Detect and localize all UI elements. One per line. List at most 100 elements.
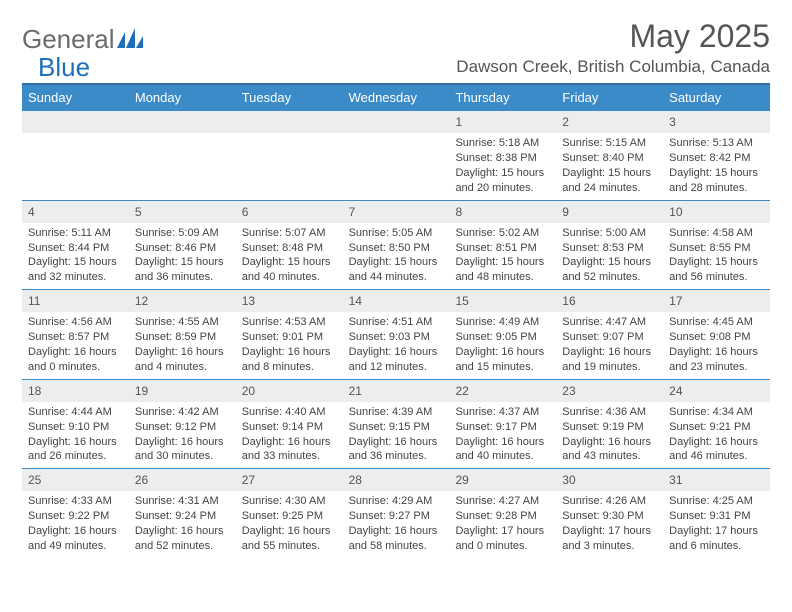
day-content: Sunrise: 4:33 AMSunset: 9:22 PMDaylight:…	[22, 491, 129, 557]
day-content: Sunrise: 4:58 AMSunset: 8:55 PMDaylight:…	[663, 223, 770, 289]
day-number: 11	[22, 290, 129, 312]
day-day1: Daylight: 15 hours	[242, 255, 337, 270]
day-cell: 11Sunrise: 4:56 AMSunset: 8:57 PMDayligh…	[22, 290, 129, 379]
day-content: Sunrise: 4:34 AMSunset: 9:21 PMDaylight:…	[663, 402, 770, 468]
weekday-header: Sunday	[22, 85, 129, 110]
day-day1: Daylight: 16 hours	[669, 345, 764, 360]
day-sunset: Sunset: 9:01 PM	[242, 330, 337, 345]
day-sunset: Sunset: 9:27 PM	[349, 509, 444, 524]
day-number: 8	[449, 201, 556, 223]
day-number: 3	[663, 111, 770, 133]
weekday-header: Saturday	[663, 85, 770, 110]
day-sunset: Sunset: 8:46 PM	[135, 241, 230, 256]
day-cell: 31Sunrise: 4:25 AMSunset: 9:31 PMDayligh…	[663, 469, 770, 558]
day-sunset: Sunset: 9:10 PM	[28, 420, 123, 435]
day-number: 28	[343, 469, 450, 491]
day-sunrise: Sunrise: 5:15 AM	[562, 136, 657, 151]
day-day2: and 19 minutes.	[562, 360, 657, 375]
day-cell: 2Sunrise: 5:15 AMSunset: 8:40 PMDaylight…	[556, 111, 663, 200]
day-number: 23	[556, 380, 663, 402]
day-cell: 9Sunrise: 5:00 AMSunset: 8:53 PMDaylight…	[556, 201, 663, 290]
day-day1: Daylight: 17 hours	[669, 524, 764, 539]
logo-text-blue: Blue	[38, 52, 90, 83]
day-number: 16	[556, 290, 663, 312]
day-cell: 6Sunrise: 5:07 AMSunset: 8:48 PMDaylight…	[236, 201, 343, 290]
day-number: 27	[236, 469, 343, 491]
day-content: Sunrise: 4:25 AMSunset: 9:31 PMDaylight:…	[663, 491, 770, 557]
day-day2: and 24 minutes.	[562, 181, 657, 196]
day-sunset: Sunset: 9:30 PM	[562, 509, 657, 524]
week-row: 4Sunrise: 5:11 AMSunset: 8:44 PMDaylight…	[22, 200, 770, 290]
day-cell: 17Sunrise: 4:45 AMSunset: 9:08 PMDayligh…	[663, 290, 770, 379]
day-day1: Daylight: 15 hours	[28, 255, 123, 270]
day-cell	[22, 111, 129, 200]
day-sunrise: Sunrise: 4:29 AM	[349, 494, 444, 509]
day-number: 24	[663, 380, 770, 402]
day-content: Sunrise: 4:39 AMSunset: 9:15 PMDaylight:…	[343, 402, 450, 468]
day-cell	[236, 111, 343, 200]
day-sunrise: Sunrise: 5:11 AM	[28, 226, 123, 241]
day-sunrise: Sunrise: 4:37 AM	[455, 405, 550, 420]
day-number: 29	[449, 469, 556, 491]
weekday-header-row: SundayMondayTuesdayWednesdayThursdayFrid…	[22, 83, 770, 110]
day-sunset: Sunset: 9:05 PM	[455, 330, 550, 345]
day-day1: Daylight: 16 hours	[28, 435, 123, 450]
day-day1: Daylight: 16 hours	[349, 345, 444, 360]
day-sunrise: Sunrise: 4:42 AM	[135, 405, 230, 420]
week-row: 1Sunrise: 5:18 AMSunset: 8:38 PMDaylight…	[22, 110, 770, 200]
day-sunset: Sunset: 9:19 PM	[562, 420, 657, 435]
day-day2: and 44 minutes.	[349, 270, 444, 285]
day-content: Sunrise: 4:27 AMSunset: 9:28 PMDaylight:…	[449, 491, 556, 557]
day-day1: Daylight: 16 hours	[242, 345, 337, 360]
day-number: 7	[343, 201, 450, 223]
day-day1: Daylight: 16 hours	[135, 435, 230, 450]
day-number: 17	[663, 290, 770, 312]
day-number: 4	[22, 201, 129, 223]
day-sunset: Sunset: 8:44 PM	[28, 241, 123, 256]
day-sunset: Sunset: 8:57 PM	[28, 330, 123, 345]
day-number: 5	[129, 201, 236, 223]
day-sunrise: Sunrise: 4:33 AM	[28, 494, 123, 509]
day-day1: Daylight: 15 hours	[562, 255, 657, 270]
day-day2: and 3 minutes.	[562, 539, 657, 554]
day-day1: Daylight: 17 hours	[455, 524, 550, 539]
day-content: Sunrise: 4:29 AMSunset: 9:27 PMDaylight:…	[343, 491, 450, 557]
day-content: Sunrise: 4:53 AMSunset: 9:01 PMDaylight:…	[236, 312, 343, 378]
day-number: 20	[236, 380, 343, 402]
day-cell: 22Sunrise: 4:37 AMSunset: 9:17 PMDayligh…	[449, 380, 556, 469]
weekday-header: Monday	[129, 85, 236, 110]
day-day2: and 20 minutes.	[455, 181, 550, 196]
day-number: 1	[449, 111, 556, 133]
day-number: 19	[129, 380, 236, 402]
day-sunrise: Sunrise: 4:58 AM	[669, 226, 764, 241]
day-day2: and 0 minutes.	[455, 539, 550, 554]
day-sunset: Sunset: 8:40 PM	[562, 151, 657, 166]
day-cell: 12Sunrise: 4:55 AMSunset: 8:59 PMDayligh…	[129, 290, 236, 379]
day-sunrise: Sunrise: 4:39 AM	[349, 405, 444, 420]
day-cell	[129, 111, 236, 200]
day-cell: 15Sunrise: 4:49 AMSunset: 9:05 PMDayligh…	[449, 290, 556, 379]
header: General May 2025 Dawson Creek, British C…	[22, 18, 770, 77]
day-content: Sunrise: 4:44 AMSunset: 9:10 PMDaylight:…	[22, 402, 129, 468]
day-day2: and 36 minutes.	[349, 449, 444, 464]
day-day2: and 23 minutes.	[669, 360, 764, 375]
day-day2: and 36 minutes.	[135, 270, 230, 285]
day-day2: and 40 minutes.	[455, 449, 550, 464]
day-sunrise: Sunrise: 4:51 AM	[349, 315, 444, 330]
day-cell: 18Sunrise: 4:44 AMSunset: 9:10 PMDayligh…	[22, 380, 129, 469]
day-sunset: Sunset: 8:53 PM	[562, 241, 657, 256]
day-sunrise: Sunrise: 4:55 AM	[135, 315, 230, 330]
day-day2: and 15 minutes.	[455, 360, 550, 375]
day-content: Sunrise: 4:56 AMSunset: 8:57 PMDaylight:…	[22, 312, 129, 378]
day-cell: 19Sunrise: 4:42 AMSunset: 9:12 PMDayligh…	[129, 380, 236, 469]
day-day2: and 32 minutes.	[28, 270, 123, 285]
day-cell: 28Sunrise: 4:29 AMSunset: 9:27 PMDayligh…	[343, 469, 450, 558]
day-sunset: Sunset: 8:55 PM	[669, 241, 764, 256]
day-day2: and 43 minutes.	[562, 449, 657, 464]
day-sunrise: Sunrise: 5:07 AM	[242, 226, 337, 241]
day-sunset: Sunset: 8:51 PM	[455, 241, 550, 256]
logo: General	[22, 24, 145, 55]
day-sunrise: Sunrise: 4:44 AM	[28, 405, 123, 420]
day-day1: Daylight: 16 hours	[455, 345, 550, 360]
day-content: Sunrise: 5:09 AMSunset: 8:46 PMDaylight:…	[129, 223, 236, 289]
